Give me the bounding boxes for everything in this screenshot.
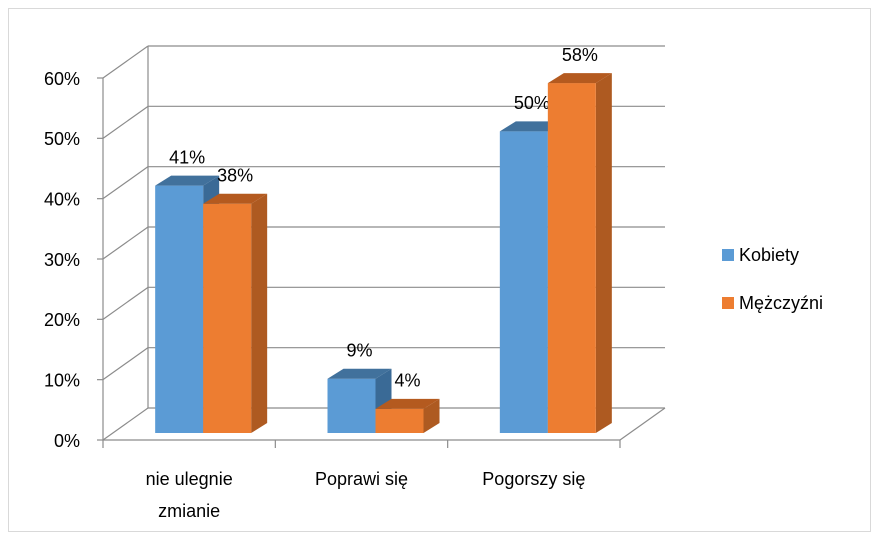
legend-swatch — [722, 249, 734, 261]
grid-line-side — [102, 226, 149, 260]
grid-line-side — [102, 105, 149, 139]
y-tick-label: 10% — [44, 370, 80, 390]
x-tick-label: nie ulegnie zmianie — [146, 469, 233, 521]
grid-line-side — [102, 45, 149, 79]
x-tick-label: Pogorszy się — [482, 469, 585, 489]
bar — [203, 203, 252, 433]
bar — [155, 185, 204, 433]
bar — [547, 83, 596, 434]
bar-side — [423, 398, 440, 433]
legend-label: Kobiety — [739, 245, 799, 265]
grid-line-side — [102, 347, 149, 381]
y-tick-label: 30% — [44, 250, 80, 270]
bar-top — [203, 193, 268, 204]
bar-top — [547, 73, 612, 84]
data-label: 9% — [346, 340, 372, 360]
bar-top — [327, 368, 392, 379]
data-label: 38% — [217, 165, 253, 185]
bar — [375, 408, 424, 433]
bar-top — [155, 175, 220, 186]
bar-top — [375, 398, 440, 409]
floor-right — [619, 407, 666, 441]
bar — [499, 131, 548, 434]
data-label: 50% — [514, 93, 550, 113]
chart-border — [8, 8, 871, 532]
data-label: 58% — [562, 45, 598, 65]
legend-label: Mężczyźni — [739, 293, 823, 313]
x-tick-label: Poprawi się — [315, 469, 408, 489]
bar-side — [251, 193, 268, 433]
y-tick-label: 40% — [44, 189, 80, 209]
bar-side — [595, 73, 612, 434]
grid-line-side — [102, 286, 149, 320]
legend-swatch — [722, 297, 734, 309]
grid-line-side — [102, 166, 149, 200]
grid-line-side — [102, 407, 149, 441]
y-tick-label: 60% — [44, 69, 80, 89]
bar — [327, 378, 376, 433]
data-label: 4% — [394, 371, 420, 391]
y-tick-label: 0% — [54, 431, 80, 451]
data-label: 41% — [169, 147, 205, 167]
y-tick-label: 20% — [44, 310, 80, 330]
y-tick-label: 50% — [44, 129, 80, 149]
